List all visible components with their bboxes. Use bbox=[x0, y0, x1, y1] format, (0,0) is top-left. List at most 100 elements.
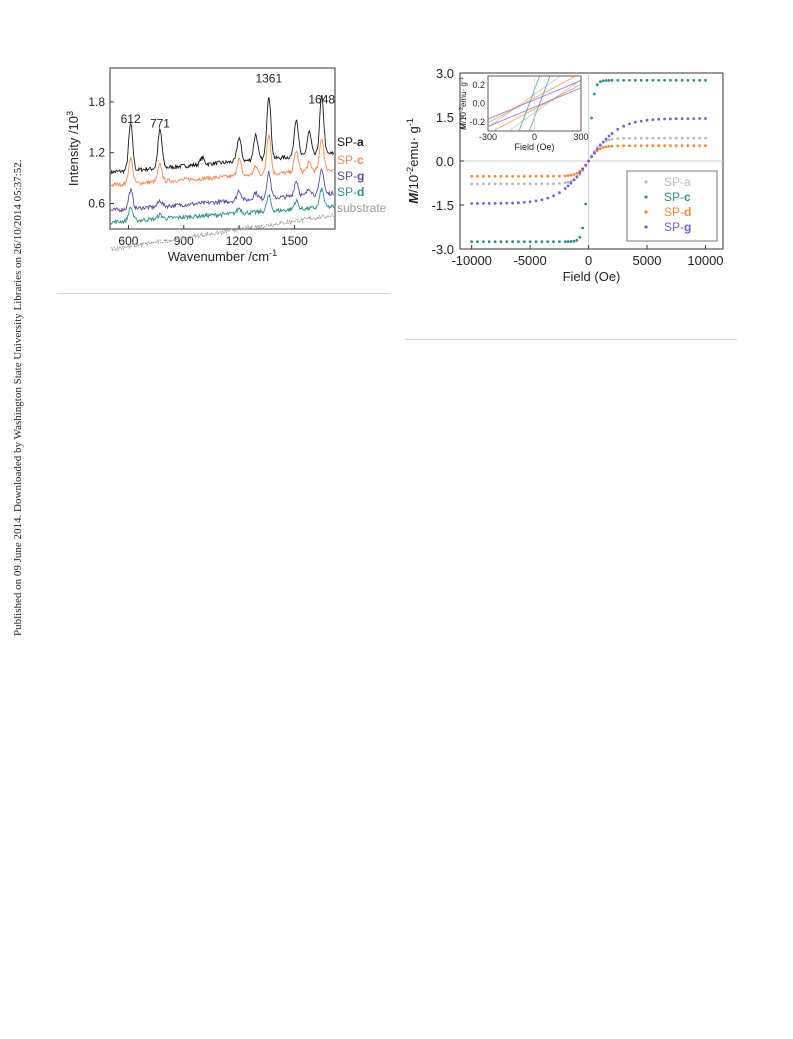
magnetization-data-point bbox=[657, 78, 661, 82]
magnetization-data-point bbox=[578, 235, 582, 239]
magnetization-data-point bbox=[704, 144, 707, 148]
magnetization-data-point bbox=[563, 174, 567, 178]
magnetization-data-point bbox=[628, 122, 631, 126]
raman-series-line bbox=[110, 212, 335, 252]
magnetization-data-point bbox=[558, 182, 561, 185]
raman-peak-label: 771 bbox=[150, 116, 170, 130]
magnetization-legend-label: SP-d bbox=[664, 205, 691, 219]
raman-y-tick-label: 1.8 bbox=[88, 95, 105, 109]
magnetization-data-point bbox=[601, 146, 605, 149]
magnetization-data-point bbox=[657, 144, 661, 148]
magnetization-data-point bbox=[476, 202, 479, 205]
magnetization-legend-label: SP-a bbox=[664, 175, 691, 189]
magnetization-data-point bbox=[540, 174, 544, 178]
magnetization-data-point bbox=[499, 201, 503, 205]
magnetization-data-point bbox=[528, 200, 532, 204]
magnetization-data-point bbox=[575, 238, 579, 242]
magnetization-data-point bbox=[633, 78, 637, 82]
magnetization-data-point bbox=[692, 78, 696, 82]
magnetization-data-point bbox=[493, 182, 497, 186]
magnetization-data-point bbox=[595, 83, 599, 87]
magnetization-data-point bbox=[470, 182, 474, 186]
magnetization-y-tick-label: 1.5 bbox=[436, 110, 454, 125]
magnetization-data-point bbox=[628, 136, 631, 140]
magnetization-data-point bbox=[563, 240, 567, 244]
magnetization-data-point bbox=[566, 184, 570, 188]
magnetization-data-point bbox=[499, 182, 503, 186]
magnetization-data-point bbox=[610, 137, 614, 141]
raman-y-tick-label: 0.6 bbox=[88, 197, 105, 211]
magnetization-data-point bbox=[575, 175, 579, 179]
magnetization-data-point bbox=[584, 202, 588, 206]
raman-legend-label: SP-c bbox=[337, 153, 364, 167]
magnetization-data-point bbox=[633, 120, 637, 124]
magnetization-data-point bbox=[590, 116, 593, 120]
magnetization-data-point bbox=[493, 174, 497, 178]
magnetization-data-point bbox=[584, 163, 588, 167]
magnetization-data-point bbox=[616, 78, 620, 82]
magnetization-legend-marker bbox=[644, 180, 648, 184]
raman-legend-label: SP-a bbox=[337, 135, 364, 149]
magnetization-data-point bbox=[476, 240, 479, 244]
magnetization-data-point bbox=[517, 182, 520, 186]
magnetization-legend-marker bbox=[644, 225, 648, 229]
magnetization-data-point bbox=[505, 240, 509, 244]
raman-x-tick-label: 900 bbox=[174, 234, 194, 248]
magnetization-data-point bbox=[476, 182, 479, 186]
magnetization-data-point bbox=[698, 78, 701, 82]
magnetization-data-point bbox=[616, 144, 620, 148]
magnetization-data-point bbox=[604, 145, 608, 149]
magnetization-data-point bbox=[680, 117, 684, 120]
magnetization-x-tick-label: 5000 bbox=[633, 253, 662, 268]
magnetization-data-point bbox=[534, 182, 538, 186]
magnetization-data-point bbox=[604, 137, 608, 141]
raman-series-line bbox=[110, 187, 335, 225]
magnetization-data-point bbox=[704, 117, 707, 120]
magnetization-data-point bbox=[581, 167, 585, 171]
magnetization-data-point bbox=[587, 159, 590, 163]
magnetization-data-point bbox=[686, 117, 690, 120]
right-divider bbox=[405, 339, 737, 340]
raman-series-line bbox=[110, 134, 335, 188]
magnetization-data-point bbox=[669, 117, 672, 121]
magnetization-data-point bbox=[669, 78, 672, 82]
magnetization-data-point bbox=[511, 201, 514, 205]
raman-plot-frame bbox=[109, 67, 336, 230]
magnetization-data-point bbox=[692, 144, 696, 148]
magnetization-data-point bbox=[505, 182, 509, 186]
magnetization-data-point bbox=[639, 119, 643, 123]
magnetization-data-point bbox=[493, 202, 497, 205]
magnetization-data-point bbox=[558, 240, 561, 244]
magnetization-data-point bbox=[651, 118, 655, 122]
magnetization-data-point bbox=[610, 78, 614, 82]
magnetization-x-tick-label: 10000 bbox=[687, 253, 723, 268]
inset-x-tick-label: 0 bbox=[532, 132, 537, 142]
magnetization-data-point bbox=[575, 171, 579, 175]
magnetization-y-axis-label: M/10-2emu· g-1 bbox=[405, 118, 421, 204]
magnetization-data-point bbox=[651, 78, 655, 82]
magnetization-series bbox=[470, 78, 707, 244]
magnetization-data-point bbox=[493, 240, 497, 244]
magnetization-data-point bbox=[628, 78, 631, 82]
magnetization-data-point bbox=[569, 179, 573, 183]
magnetization-legend-marker bbox=[644, 195, 648, 199]
magnetization-data-point bbox=[546, 196, 550, 200]
magnetization-data-point bbox=[692, 117, 696, 120]
magnetization-data-point bbox=[686, 144, 690, 148]
magnetization-x-tick-label: 0 bbox=[585, 253, 592, 268]
magnetization-data-point bbox=[505, 174, 509, 178]
magnetization-legend-label: SP-c bbox=[664, 190, 691, 204]
magnetization-data-point bbox=[669, 136, 672, 140]
magnetization-data-point bbox=[622, 78, 625, 82]
raman-series-line bbox=[110, 94, 335, 175]
magnetization-data-point bbox=[607, 145, 611, 148]
magnetization-data-point bbox=[669, 144, 672, 148]
raman-peak-label: 1361 bbox=[255, 71, 282, 85]
magnetization-data-point bbox=[476, 174, 479, 178]
magnetization-data-point bbox=[517, 240, 520, 244]
raman-x-tick-label: 1200 bbox=[226, 234, 253, 248]
raman-peak-label: 1648 bbox=[308, 93, 335, 107]
magnetization-data-point bbox=[552, 240, 555, 244]
magnetization-plot: -10000 -5000 0 5000 10000 -3.0 -1.5 0.0 1.5 3.0 Fi… bbox=[405, 66, 724, 284]
